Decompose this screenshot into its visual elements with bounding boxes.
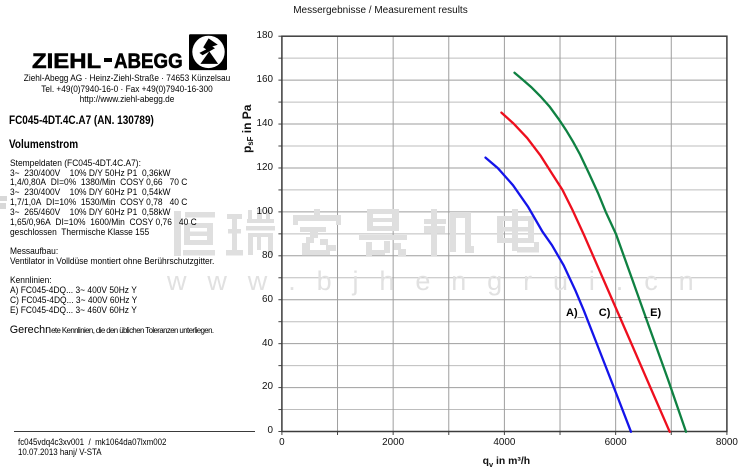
svg-text:w w w . b j h e n g r u i . c: w w w . b j h e n g r u i . c n (166, 266, 700, 296)
